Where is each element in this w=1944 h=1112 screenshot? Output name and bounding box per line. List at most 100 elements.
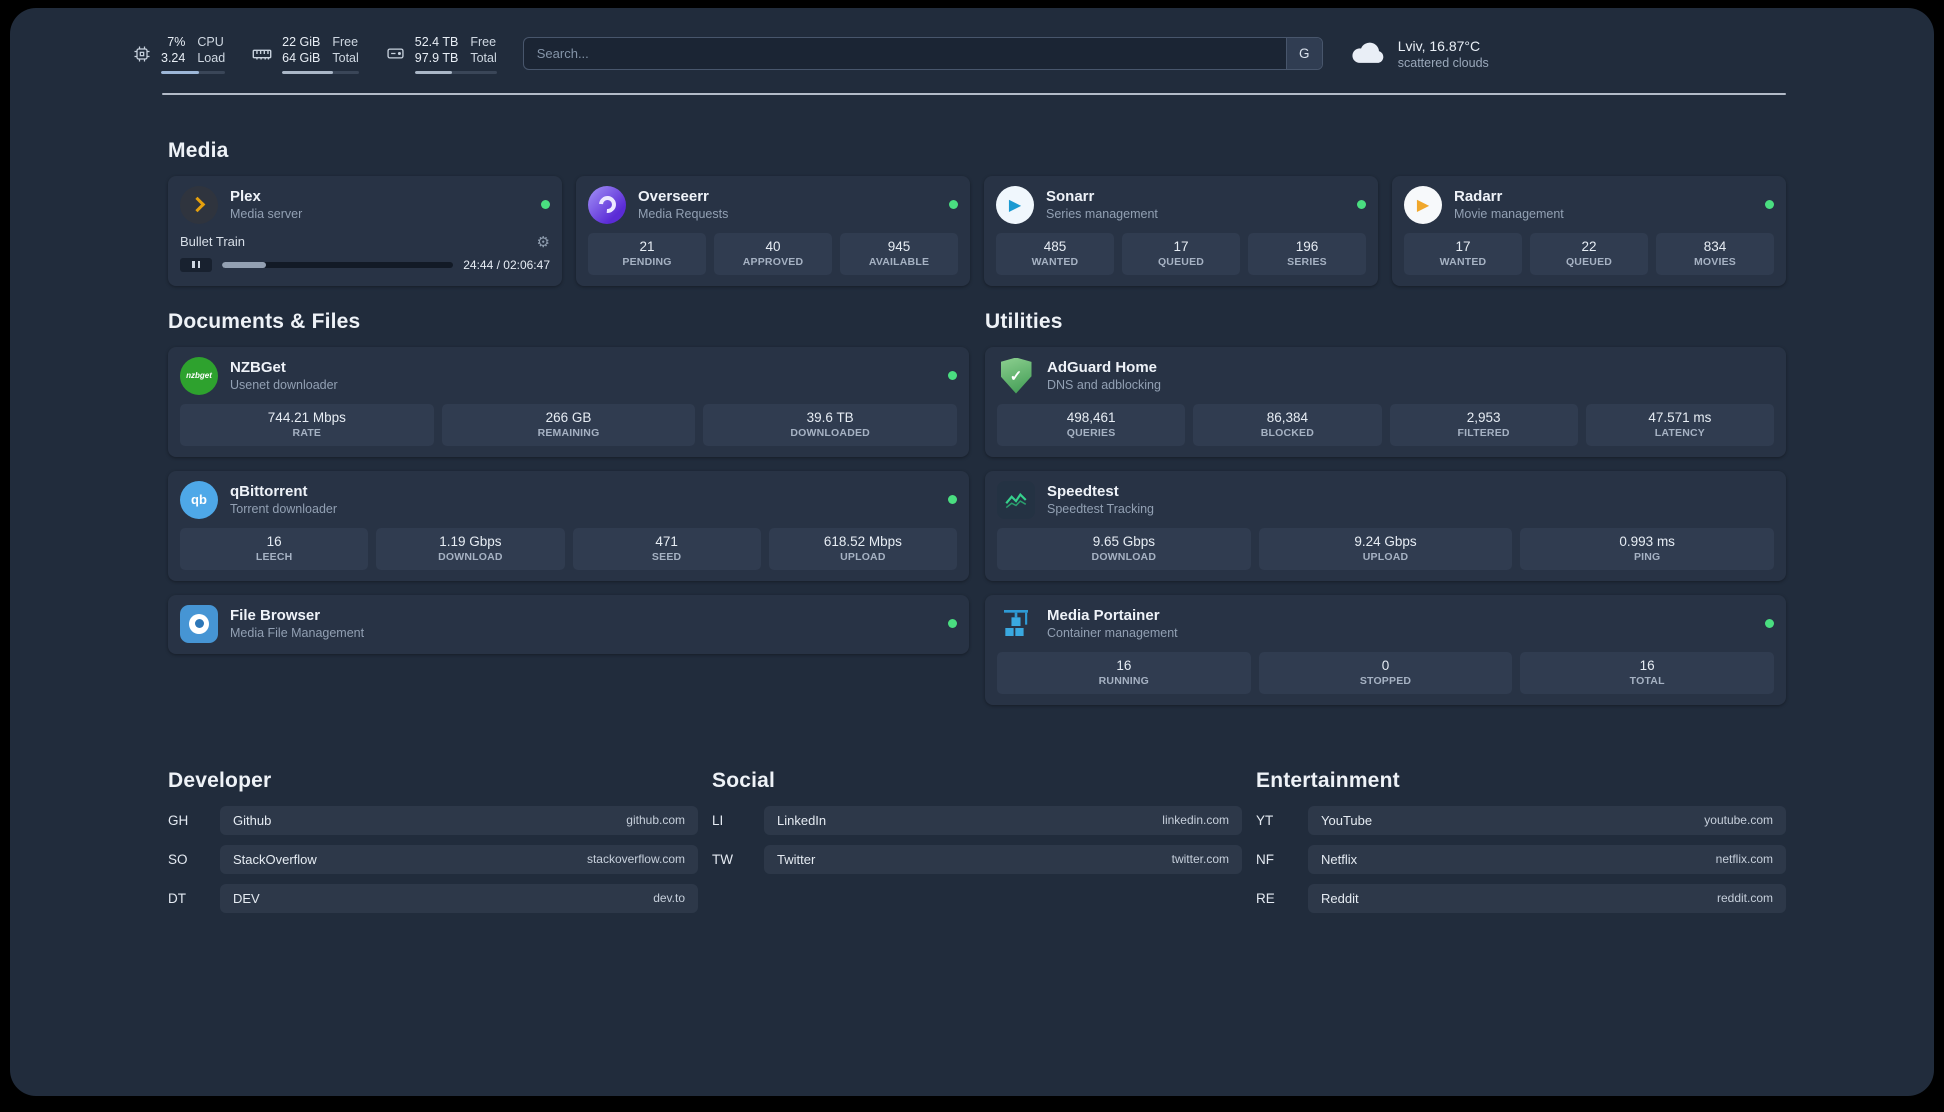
cloud-icon bbox=[1349, 38, 1387, 70]
overseerr-icon bbox=[588, 185, 626, 224]
bookmark-row: SO StackOverflow stackoverflow.com bbox=[168, 844, 698, 874]
now-playing-widget: Bullet Train ⚙ 24:44 / 02:06:47 bbox=[180, 233, 550, 272]
pause-button[interactable] bbox=[180, 257, 212, 272]
service-card-qbittorrent[interactable]: qb qBittorrent Torrent downloader 16 LEE… bbox=[168, 470, 969, 581]
bookmark-group-social: Social LI LinkedIn linkedin.com TW Twitt… bbox=[712, 769, 1242, 923]
bookmark-abbr: RE bbox=[1256, 890, 1275, 906]
disk-total-value: 97.9 TB bbox=[414, 51, 459, 66]
bookmark-group-entertainment: Entertainment YT YouTube youtube.com NF … bbox=[1256, 769, 1786, 923]
section-title-documents: Documents & Files bbox=[168, 309, 361, 333]
stat-tile: 266 GB REMAINING bbox=[441, 403, 696, 446]
section-documents: Documents & Files nzbget NZBGet Usenet d… bbox=[168, 310, 969, 668]
service-card-plex[interactable]: Plex Media server Bullet Train ⚙ bbox=[168, 175, 562, 286]
disk-usage-bar bbox=[414, 70, 497, 74]
search-bar: G bbox=[522, 37, 1323, 71]
service-card-filebrowser[interactable]: File Browser Media File Management bbox=[168, 594, 969, 654]
filebrowser-icon bbox=[180, 604, 218, 643]
top-bar: 7% 3.24 CPU Load bbox=[10, 8, 1934, 74]
service-card-overseerr[interactable]: Overseerr Media Requests 21 PENDING 40 A… bbox=[576, 175, 970, 286]
service-card-adguard[interactable]: ✓ AdGuard Home DNS and adblocking 498,46… bbox=[985, 346, 1786, 457]
service-description: DNS and adblocking bbox=[1047, 378, 1161, 393]
resources-widget: 7% 3.24 CPU Load bbox=[132, 34, 497, 74]
service-text: Overseerr Media Requests bbox=[638, 188, 728, 222]
service-name: Radarr bbox=[1454, 187, 1503, 205]
bookmark-row: GH Github github.com bbox=[168, 805, 698, 835]
bookmarks-section: Developer GH Github github.com SO StackO… bbox=[168, 769, 1786, 923]
service-description: Media File Management bbox=[230, 626, 365, 641]
now-playing-title: Bullet Train bbox=[180, 234, 246, 249]
status-dot bbox=[1765, 200, 1774, 209]
bookmark-link-twitter[interactable]: Twitter twitter.com bbox=[764, 844, 1242, 874]
bookmark-row: RE Reddit reddit.com bbox=[1256, 883, 1786, 913]
cpu-percent: 7% bbox=[167, 35, 186, 49]
disk-free-value: 52.4 TB bbox=[414, 35, 459, 49]
section-media: Media Plex Media server Bullet Tra bbox=[168, 139, 1786, 286]
cpu-chip-icon bbox=[132, 44, 152, 64]
bookmark-link-netflix[interactable]: Netflix netflix.com bbox=[1308, 844, 1786, 874]
section-utilities: Utilities ✓ AdGuard Home DNS and adblock… bbox=[985, 310, 1786, 719]
bookmark-link-stackoverflow[interactable]: StackOverflow stackoverflow.com bbox=[220, 844, 698, 874]
bookmark-link-linkedin[interactable]: LinkedIn linkedin.com bbox=[764, 805, 1242, 835]
playback-time: 24:44 / 02:06:47 bbox=[463, 257, 550, 272]
service-description: Media Requests bbox=[638, 207, 729, 222]
stat-tile: 16 RUNNING bbox=[997, 651, 1251, 694]
weather-text: Lviv, 16.87°C scattered clouds bbox=[1398, 38, 1489, 70]
bookmark-abbr: NF bbox=[1256, 851, 1274, 867]
section-title-social: Social bbox=[712, 768, 776, 792]
stat-tile: 0 STOPPED bbox=[1258, 651, 1513, 694]
service-description: Speedtest Tracking bbox=[1047, 502, 1155, 517]
bookmark-link-github[interactable]: Github github.com bbox=[220, 805, 698, 835]
memory-stats: 22 GiB 64 GiB Free Total bbox=[282, 34, 359, 74]
bookmark-link-reddit[interactable]: Reddit reddit.com bbox=[1308, 883, 1786, 913]
stat-tile: 498,461 QUERIES bbox=[997, 403, 1186, 446]
search-input[interactable] bbox=[522, 37, 1323, 71]
speedtest-chart-icon bbox=[997, 480, 1035, 519]
service-card-speedtest[interactable]: Speedtest Speedtest Tracking 9.65 Gbps D… bbox=[985, 470, 1786, 581]
cpu-usage-bar bbox=[161, 70, 226, 74]
service-text: Media Portainer Container management bbox=[1047, 607, 1178, 641]
service-text: qBittorrent Torrent downloader bbox=[230, 483, 337, 517]
service-card-sonarr[interactable]: ▶ Sonarr Series management 485 WANTED bbox=[984, 175, 1378, 286]
service-text: Sonarr Series management bbox=[1046, 188, 1158, 222]
service-description: Torrent downloader bbox=[230, 502, 338, 517]
radarr-icon: ▶ bbox=[1404, 185, 1442, 224]
stat-tile: 471 SEED bbox=[572, 527, 761, 570]
bookmark-link-dev[interactable]: DEV dev.to bbox=[220, 883, 698, 913]
service-name: File Browser bbox=[230, 606, 321, 624]
cpu-widget: 7% 3.24 CPU Load bbox=[132, 34, 226, 74]
stat-tile: 9.24 Gbps UPLOAD bbox=[1258, 527, 1513, 570]
cpu-load-label: Load bbox=[197, 51, 226, 66]
header-divider bbox=[162, 92, 1786, 95]
bookmark-row: DT DEV dev.to bbox=[168, 883, 698, 913]
bookmark-abbr: SO bbox=[168, 851, 188, 867]
bookmark-row: TW Twitter twitter.com bbox=[712, 844, 1242, 874]
weather-widget: Lviv, 16.87°C scattered clouds bbox=[1349, 38, 1489, 70]
section-title-developer: Developer bbox=[168, 768, 272, 792]
playback-progress-bar[interactable] bbox=[222, 261, 454, 268]
stat-tile: 945 AVAILABLE bbox=[840, 232, 958, 275]
bookmark-link-youtube[interactable]: YouTube youtube.com bbox=[1308, 805, 1786, 835]
status-dot bbox=[1765, 619, 1774, 628]
bookmark-abbr: DT bbox=[168, 890, 186, 906]
service-card-nzbget[interactable]: nzbget NZBGet Usenet downloader 744.21 M… bbox=[168, 346, 969, 457]
service-name: Speedtest bbox=[1047, 482, 1119, 500]
service-text: File Browser Media File Management bbox=[230, 607, 364, 641]
search-provider-button[interactable]: G bbox=[1285, 38, 1322, 70]
service-name: qBittorrent bbox=[230, 482, 308, 500]
service-text: Speedtest Speedtest Tracking bbox=[1047, 483, 1154, 517]
service-name: Plex bbox=[230, 187, 261, 205]
stat-tile: 744.21 Mbps RATE bbox=[180, 403, 434, 446]
disk-icon bbox=[385, 43, 406, 64]
status-dot bbox=[541, 200, 550, 209]
service-card-radarr[interactable]: ▶ Radarr Movie management 17 WANTED bbox=[1392, 175, 1786, 286]
stat-tile: 834 MOVIES bbox=[1656, 232, 1774, 275]
disk-widget: 52.4 TB 97.9 TB Free Total bbox=[385, 34, 497, 74]
service-card-portainer[interactable]: Media Portainer Container management 16 … bbox=[985, 594, 1786, 705]
portainer-crane-icon bbox=[997, 605, 1035, 643]
settings-gear-icon[interactable]: ⚙ bbox=[536, 233, 550, 251]
memory-free-value: 22 GiB bbox=[282, 35, 321, 49]
stat-tile: 16 TOTAL bbox=[1520, 651, 1775, 694]
stat-tile: 39.6 TB DOWNLOADED bbox=[703, 403, 958, 446]
nzbget-icon: nzbget bbox=[180, 356, 218, 395]
stat-tile: 40 APPROVED bbox=[714, 232, 832, 275]
